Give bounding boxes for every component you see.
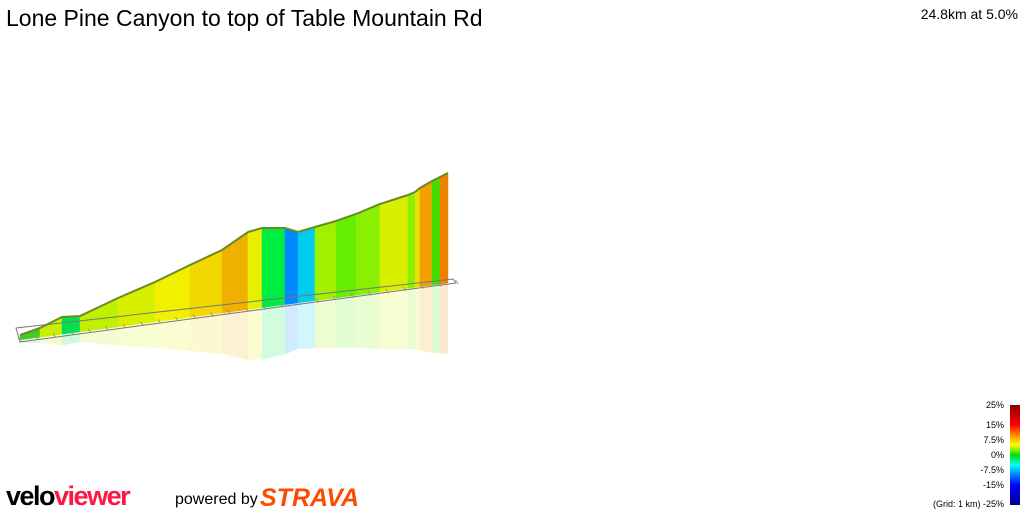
segment-reflection xyxy=(222,309,248,360)
profile-segment[interactable] xyxy=(284,227,299,305)
legend-label-neg7-5: -7.5% xyxy=(980,465,1004,475)
profile-segment[interactable] xyxy=(419,180,433,287)
profile-segment[interactable] xyxy=(261,227,286,308)
segment-title: Lone Pine Canyon to top of Table Mountai… xyxy=(6,5,483,31)
segment-reflection xyxy=(262,304,285,360)
profile-segment[interactable] xyxy=(247,227,263,310)
segment-reflection xyxy=(62,331,80,346)
segment-reflection xyxy=(380,288,408,350)
segment-reflection xyxy=(356,291,380,350)
grid-note: (Grid: 1 km) xyxy=(932,499,981,509)
distance-grade-summary: 24.8km at 5.0% xyxy=(920,6,1018,22)
profile-top-edge xyxy=(19,172,449,336)
segment-reflection xyxy=(408,287,415,350)
segment-reflection xyxy=(420,285,432,353)
grid-tick xyxy=(17,337,22,343)
profile-segment[interactable] xyxy=(379,194,409,293)
grid-tick xyxy=(70,330,74,336)
segment-reflection xyxy=(336,295,356,348)
profile-segment[interactable] xyxy=(407,191,416,289)
legend-label-15: 15% xyxy=(985,420,1004,430)
grid-tick xyxy=(227,309,232,315)
powered-by-text: powered by xyxy=(175,491,258,508)
strava-logo[interactable]: STRAVA xyxy=(260,484,360,512)
distance-grid xyxy=(15,278,459,343)
logo-velo: velo xyxy=(6,481,56,511)
segment-reflection xyxy=(118,321,155,348)
grid-tick xyxy=(420,284,424,289)
legend-label-7-5: 7.5% xyxy=(983,435,1004,445)
grid-tick xyxy=(192,314,197,320)
grid-tick xyxy=(122,323,127,329)
profile-segment[interactable] xyxy=(335,213,357,299)
segment-reflection xyxy=(155,317,190,352)
legend-label-0: 0% xyxy=(990,450,1004,460)
grid-tick xyxy=(157,319,162,324)
profile-segment[interactable] xyxy=(79,297,119,333)
grid-tick xyxy=(245,307,249,313)
grid-tick xyxy=(402,286,407,292)
legend-label-neg25: -25% xyxy=(982,499,1004,509)
segment-reflection xyxy=(285,302,298,355)
grid-tick xyxy=(175,316,179,322)
grade-legend: 25% 15% 7.5% 0% -7.5% -15% (Grid: 1 km) … xyxy=(898,400,1022,510)
profile-segment[interactable] xyxy=(355,203,381,296)
grid-tick xyxy=(385,288,389,294)
legend-label-neg15: -15% xyxy=(982,480,1004,490)
grid-tick xyxy=(105,326,109,331)
segment-reflection xyxy=(432,283,440,354)
grid-tick xyxy=(210,312,214,317)
grade-color-scale xyxy=(1010,405,1020,505)
grid-tick xyxy=(350,293,354,299)
profile-segment[interactable] xyxy=(221,231,249,314)
grid-tick xyxy=(35,335,39,340)
segment-reflection xyxy=(440,282,448,355)
segment-reflection xyxy=(298,300,315,349)
segment-reflection xyxy=(190,312,222,354)
segment-reflection xyxy=(415,286,420,351)
segment-reflection xyxy=(80,326,118,346)
logo-viewer: viewer xyxy=(54,481,131,511)
grid-tick xyxy=(315,298,319,303)
grid-tick xyxy=(52,333,57,338)
grid-tick xyxy=(140,321,144,326)
veloviewer-logo[interactable]: veloviewer xyxy=(6,481,131,512)
grid-tick xyxy=(332,295,337,301)
grid-tick xyxy=(367,291,372,296)
legend-bottom: (Grid: 1 km) -25% xyxy=(933,499,1004,509)
grid-tick xyxy=(297,300,302,306)
grid-tick xyxy=(262,305,267,310)
grid-tick xyxy=(455,279,459,285)
profile-segment[interactable] xyxy=(297,226,316,304)
profile-segments xyxy=(19,172,449,341)
profile-segment[interactable] xyxy=(439,172,449,285)
segment-reflection xyxy=(248,307,262,360)
profile-segment[interactable] xyxy=(414,187,421,288)
grid-tick xyxy=(87,328,92,333)
segment-reflection xyxy=(315,297,336,349)
profile-segment[interactable] xyxy=(117,281,156,328)
grid-tick xyxy=(280,302,284,308)
legend-label-25: 25% xyxy=(985,400,1004,410)
profile-segment[interactable] xyxy=(431,176,441,286)
profile-segment[interactable] xyxy=(314,220,337,301)
profile-reflection xyxy=(20,282,448,360)
grid-tick xyxy=(437,282,442,287)
distance-axis-band xyxy=(15,278,457,343)
